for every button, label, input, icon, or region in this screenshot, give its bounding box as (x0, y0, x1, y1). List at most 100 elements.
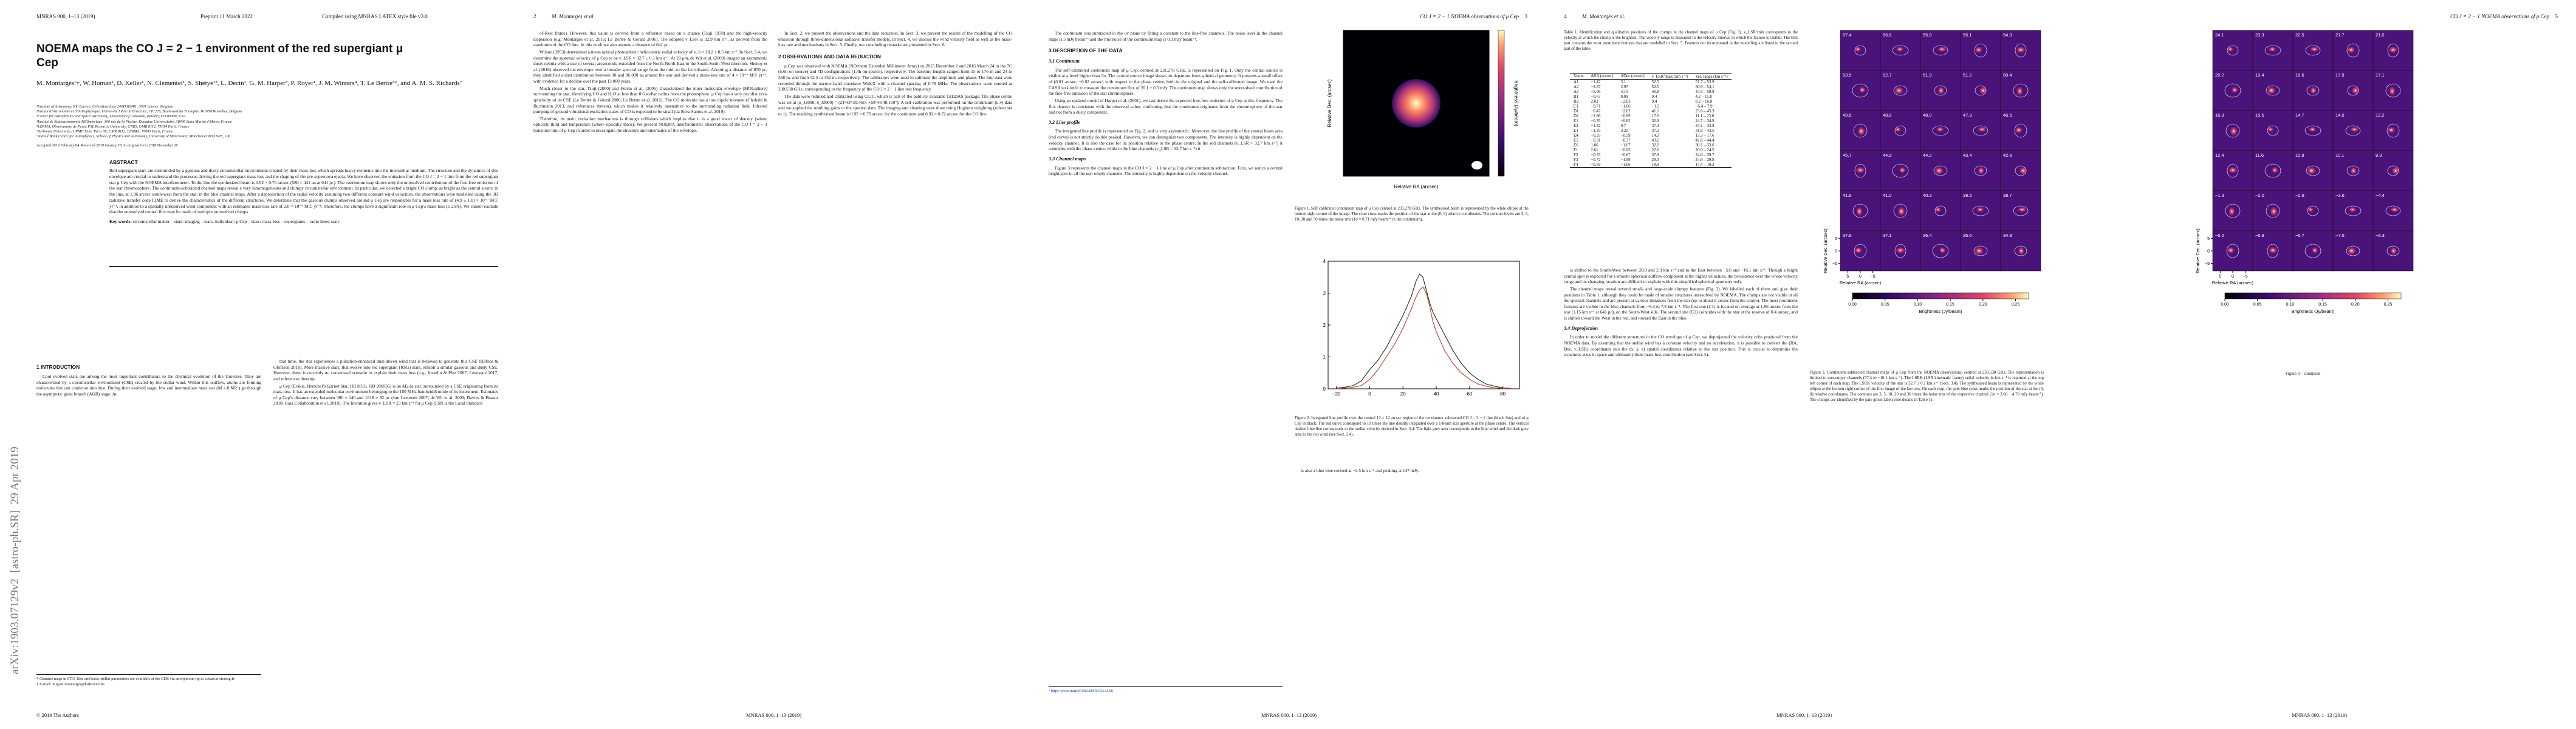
contour (2386, 123, 2400, 138)
table-cell: 11.1 – 23.6 (1695, 114, 1714, 118)
spectrum-line (1336, 286, 1512, 389)
contour (1892, 163, 1909, 178)
table-cell: −2.87 (1591, 84, 1601, 89)
table-cell: 13.3 – 17.6 (1695, 133, 1714, 138)
colorbar-tick-label: 0.25 (2012, 303, 2020, 307)
contour (1934, 205, 1947, 216)
velocity-label: 42.6 (2003, 152, 2012, 158)
figure-caption: Figure 1. Self calibrated continuum map … (1295, 207, 1529, 222)
figure-caption: Figure 2. Integrated line profile over t… (1295, 416, 1529, 437)
colorbar-tick-label: 0.20 (2351, 303, 2360, 307)
table-cell: C1 (1574, 104, 1579, 109)
table-cell: −0.55 (1591, 152, 1601, 157)
velocity-label: 21.7 (2335, 32, 2345, 38)
table-row: E4 −0.33 −0.59 14.3 13.3 – 17.6 (1570, 133, 1732, 138)
contour (2225, 123, 2240, 138)
affiliation: ⁵LERMA, Observatoire de Paris, PSL Resea… (36, 124, 190, 129)
paragraph: In order to model the different structur… (1564, 334, 1798, 358)
table-cell: D2 (1574, 114, 1579, 118)
page-number: 3 (1524, 13, 1528, 19)
contour (1934, 85, 1947, 96)
journal-footer: MNRAS 000, 1–13 (2019) (1261, 712, 1317, 718)
emission (2387, 127, 2395, 133)
velocity-label: 16.3 (2215, 112, 2224, 118)
velocity-label: 24.1 (2215, 32, 2224, 38)
velocity-label: 35.6 (1963, 233, 1972, 238)
table-cell: 2.97 (1620, 84, 1628, 89)
contour (2224, 83, 2241, 98)
emission (1978, 127, 1987, 132)
table-cell: F3 (1574, 157, 1578, 162)
velocity-label: 52.7 (1883, 72, 1892, 78)
column: 1 INTRODUCTION Cool evolved stars are amo… (36, 358, 261, 398)
contour (2306, 165, 2320, 176)
contour (2305, 45, 2321, 56)
velocity-label: 54.3 (2003, 32, 2012, 38)
abstract: Red supergiant stars are surrounded by a… (109, 168, 498, 215)
contour (1932, 125, 1949, 136)
table-cell: −0.67 (1591, 94, 1601, 99)
y-tick-label: 4 (1323, 259, 1326, 264)
table-cell: A2 (1574, 84, 1579, 89)
table-cell: −0.33 (1591, 133, 1601, 138)
table-cell: E4 (1574, 133, 1578, 138)
section-heading: 3.1 Continuum (1049, 58, 1080, 64)
arxiv-stamp: arXiv:1903.07129v2 [astro-ph.SR] 29 Apr … (9, 447, 21, 674)
emission (1856, 207, 1863, 216)
paragraph: of-Rest frame). However, this value is d… (533, 30, 767, 48)
running-head: M. Montargès et al. (1582, 13, 1625, 19)
contour (1933, 45, 1948, 56)
emission (2350, 167, 2357, 174)
table-cell: −1.3 (1651, 104, 1660, 109)
emission (2307, 167, 2316, 174)
contour (2264, 163, 2281, 178)
rule (109, 266, 498, 267)
table-cell: 17.4 – 19.2 (1695, 162, 1714, 167)
title: NOEMA maps the CO J = 2 − 1 environment … (36, 43, 403, 69)
table-cell: 31.9 – 43.5 (1695, 128, 1714, 133)
table-cell: E2 (1574, 123, 1578, 128)
table-cell: 29.3 (1651, 157, 1659, 162)
journal-footer: MNRAS 000, 1–13 (2019) (746, 712, 802, 718)
emission (2269, 247, 2277, 253)
emission (2349, 207, 2357, 212)
keywords-line: Key words: circumstellar matter – stars:… (109, 219, 498, 225)
table-cell: E6 (1574, 143, 1578, 148)
y-tick-label: 0 (2207, 250, 2210, 254)
page: MNRAS 000, 1–13 (2019) Preprint 11 March… (0, 0, 515, 729)
affiliation: ⁶Sorbonne Universités, UPMC Univ. Paris … (36, 129, 173, 134)
paragraph: The data were reduced and calibrated usi… (778, 93, 1012, 117)
section-heading: 3.3 Channel maps (1049, 156, 1086, 162)
clump-table: Name ΔRA (arcsec) ΔDec (arcsec) v_LSR^max (… (1570, 73, 1732, 168)
velocity-label: 12.4 (2215, 152, 2224, 158)
table-row: C1 −0.71 −1.66 −1.3 −6.4 – 7.9 (1570, 104, 1732, 109)
table-cell: −1.07 (1620, 143, 1631, 148)
contour (2345, 205, 2362, 216)
table-row: E2 −1.42 0.7 37.4 34.1 – 33.8 (1570, 123, 1732, 128)
contour (2015, 165, 2027, 176)
contour (1972, 205, 1989, 216)
x-tick-label: 40 (1434, 391, 1439, 397)
table-cell: −5.06 (1591, 89, 1601, 94)
emission (1855, 47, 1861, 52)
paragraph: The self-calibrated continuum map of μ C… (1049, 67, 1283, 97)
table-cell: −1.88 (1591, 114, 1601, 118)
table-cell: 52.5 (1651, 80, 1659, 84)
velocity-label: 18.6 (2295, 72, 2304, 78)
table-cell: A3 (1574, 89, 1579, 94)
paragraph: Figure 3 represents the channel maps in … (1049, 165, 1283, 177)
y-tick-label: 0 (1835, 250, 1837, 254)
contour (2304, 125, 2321, 136)
colorbar-tick-label: 0.10 (2286, 303, 2295, 307)
emission (2228, 167, 2237, 173)
emission (1857, 127, 1865, 135)
emission (2310, 47, 2319, 52)
emission (1939, 247, 1946, 253)
emission (1979, 87, 1987, 94)
velocity-label: −1.3 (2215, 193, 2224, 198)
emission (2019, 167, 2027, 174)
contour (1852, 83, 1869, 98)
contour (1854, 163, 1866, 178)
contour (2304, 244, 2321, 258)
colorbar-tick-label: 0.00 (2221, 303, 2229, 307)
